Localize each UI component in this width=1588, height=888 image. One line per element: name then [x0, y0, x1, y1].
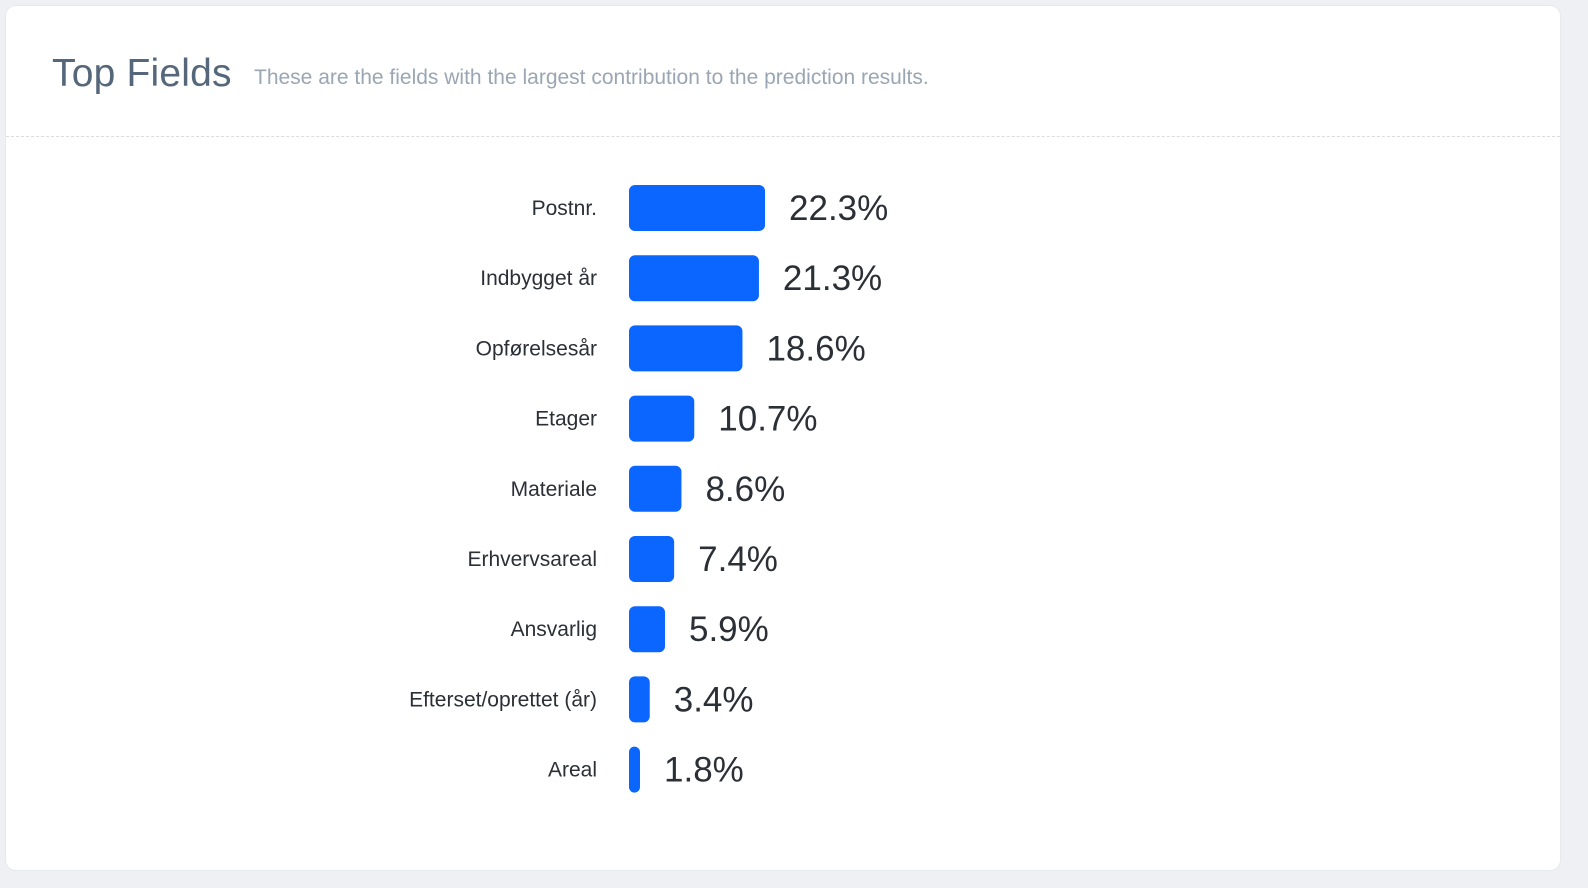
- bar[interactable]: [629, 606, 665, 653]
- bar[interactable]: [629, 185, 766, 231]
- category-label: Efterset/oprettet (år): [409, 688, 597, 711]
- category-label: Erhvervsareal: [467, 548, 597, 571]
- top-fields-card: Top Fields These are the fields with the…: [6, 6, 1560, 870]
- value-label: 8.6%: [705, 470, 785, 509]
- category-label: Indbygget år: [480, 267, 597, 290]
- category-label: Opførelsesår: [476, 337, 597, 360]
- top-fields-bar-chart: Postnr. 22.3% Indbygget år 21.3% Opførelseså…: [409, 185, 888, 793]
- bar[interactable]: [629, 465, 682, 512]
- value-label: 5.9%: [689, 610, 769, 649]
- card-title: Top Fields: [52, 52, 232, 95]
- value-label: 21.3%: [783, 259, 882, 298]
- card-header: Top Fields These are the fields with the…: [6, 6, 1560, 137]
- bar[interactable]: [629, 255, 759, 302]
- bar[interactable]: [629, 536, 675, 582]
- value-label: 1.8%: [664, 751, 744, 790]
- category-label: Areal: [548, 759, 597, 782]
- value-label: 3.4%: [674, 680, 754, 719]
- category-label: Etager: [535, 408, 597, 431]
- bar[interactable]: [629, 395, 695, 442]
- bar[interactable]: [629, 746, 640, 793]
- value-label: 18.6%: [766, 329, 865, 368]
- category-label: Materiale: [511, 478, 597, 501]
- value-label: 22.3%: [789, 189, 888, 228]
- card-subtitle: These are the fields with the largest co…: [254, 66, 929, 89]
- category-label: Postnr.: [532, 197, 597, 220]
- value-label: 10.7%: [718, 400, 817, 439]
- bar[interactable]: [629, 325, 743, 372]
- category-label: Ansvarlig: [511, 618, 597, 641]
- bar[interactable]: [629, 676, 650, 723]
- value-label: 7.4%: [698, 540, 778, 579]
